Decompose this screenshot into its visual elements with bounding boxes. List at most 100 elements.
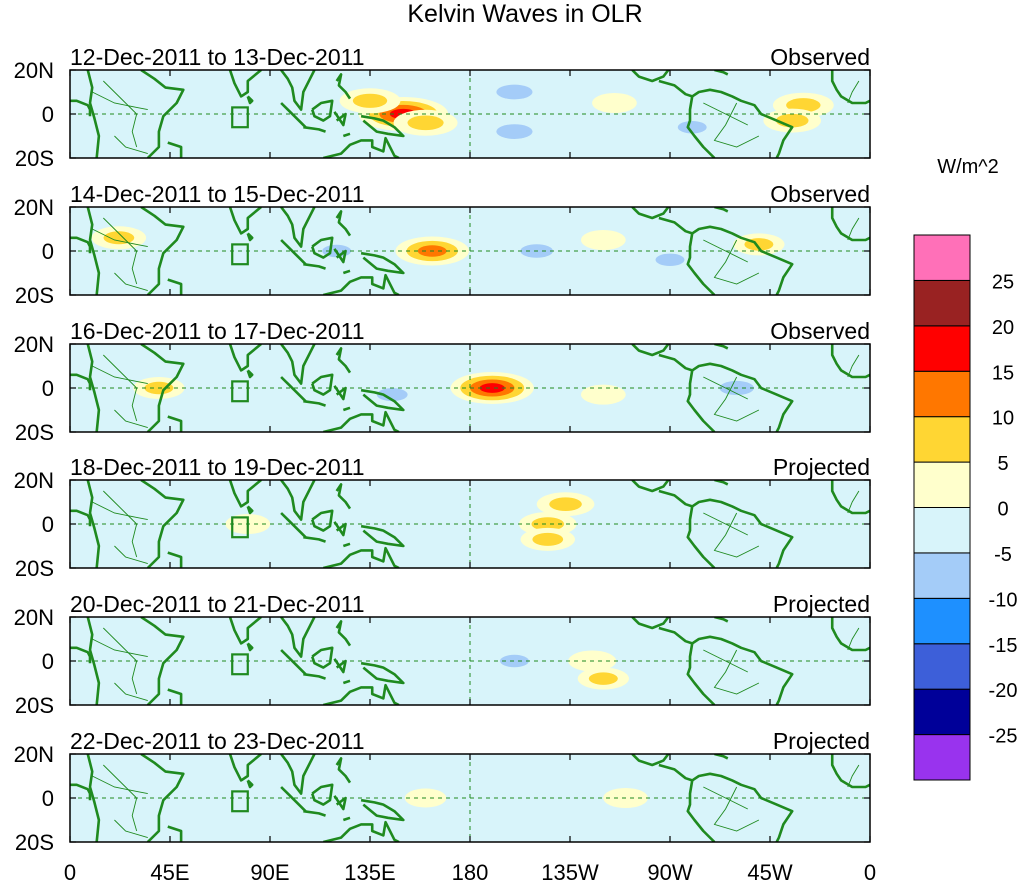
country-border [713, 376, 760, 422]
anomaly-peak [677, 120, 707, 134]
coastline [310, 509, 334, 532]
anomaly-field [225, 492, 761, 551]
coastline [246, 779, 254, 789]
x-tick-label: 90E [250, 860, 289, 885]
colorbar-tick-label: -10 [989, 589, 1018, 611]
country-border [703, 376, 748, 400]
y-tick-label: 0 [42, 376, 54, 401]
colorbar-tick-label: 10 [992, 408, 1014, 430]
coastline [303, 672, 326, 680]
coastlines [70, 344, 870, 432]
coastline [303, 399, 326, 407]
coastline [228, 344, 262, 372]
colorbar-swatch [913, 552, 971, 599]
panel-period-label: 18-Dec-2011 to 19-Dec-2011 [70, 454, 365, 480]
country-border [847, 627, 860, 651]
coastline [631, 480, 670, 493]
colorbar-tick-label: 25 [992, 271, 1014, 293]
colorbar-tick-label: -25 [989, 726, 1018, 748]
coastline [140, 480, 185, 568]
coastline [658, 763, 794, 842]
coastline [830, 70, 870, 105]
panel-status-label: Observed [770, 181, 870, 207]
coastline [686, 643, 716, 705]
coastline [686, 780, 716, 842]
coastline [280, 207, 316, 248]
country-border [92, 775, 148, 795]
country-border [703, 102, 748, 126]
coastline [280, 512, 307, 539]
country-border [847, 217, 860, 241]
anomaly-peak [549, 497, 582, 511]
coastline [333, 385, 347, 401]
coastline [140, 207, 185, 295]
reference-box [231, 106, 249, 129]
coastline [86, 617, 101, 705]
coastline [280, 102, 307, 129]
anomaly-blob [763, 108, 822, 133]
coastline [280, 649, 307, 676]
panel-3: 20N 0 20S 16-Dec-2011 to 17-Dec-2011 Observe… [14, 318, 871, 445]
coastline [686, 370, 716, 432]
y-tick-label: 0 [42, 102, 54, 127]
coastline [658, 79, 794, 158]
coastline [686, 96, 716, 158]
coastline [167, 415, 183, 432]
anomaly-blob [580, 384, 626, 405]
coastline [333, 111, 347, 127]
coastline [335, 73, 352, 100]
country-border [703, 239, 748, 263]
coastline [830, 617, 870, 652]
y-tick-label: 20S [15, 283, 54, 308]
colorbar-swatch [913, 416, 971, 463]
anomaly-peak [179, 240, 228, 262]
y-tick-label: 20N [14, 742, 54, 767]
coastline [86, 344, 101, 432]
country-border [114, 545, 148, 565]
panel-period-label: 14-Dec-2011 to 15-Dec-2011 [70, 181, 365, 207]
coastline [631, 344, 670, 357]
country-border [114, 682, 148, 702]
coastline [280, 786, 307, 813]
coastline [303, 809, 326, 817]
country-border [713, 102, 760, 148]
anomaly-blob [380, 514, 426, 534]
reference-box [231, 380, 249, 403]
coastline [167, 688, 183, 705]
x-tick-label: 135W [541, 860, 599, 885]
coastline [280, 239, 307, 266]
country-border [92, 228, 148, 248]
country-border [92, 365, 148, 385]
coastline [323, 410, 400, 432]
coastline [228, 480, 262, 508]
panel-5: 20N 0 20S 20-Dec-2011 to 21-Dec-2011 Project… [14, 591, 871, 718]
y-tick-label: 20N [14, 195, 54, 220]
anomaly-peak [592, 93, 637, 113]
coastline [228, 207, 262, 235]
coastline [86, 207, 101, 295]
colorbar-swatch [913, 688, 971, 736]
coastline [335, 483, 352, 510]
coastline [830, 207, 870, 242]
panel-period-label: 12-Dec-2011 to 13-Dec-2011 [70, 44, 365, 70]
coastline [658, 353, 794, 432]
country-border [92, 638, 148, 658]
country-border [847, 764, 860, 788]
colorbar-swatch [913, 461, 971, 509]
reference-box [231, 653, 249, 676]
anomaly-peak [496, 84, 533, 100]
country-border [103, 354, 138, 422]
coastline [280, 754, 316, 795]
coastline [310, 99, 334, 122]
coastline [342, 816, 351, 822]
coastline [70, 783, 92, 801]
coastline [246, 232, 254, 242]
anomaly-blob [623, 373, 672, 395]
panel-1: 20N 0 20S 12-Dec-2011 to 13-Dec-2011 Observe… [14, 44, 871, 171]
coastline [228, 754, 262, 782]
coastline [246, 642, 254, 652]
anomaly-blob [339, 88, 401, 114]
coastline [333, 795, 347, 811]
x-tick-label: 0 [864, 860, 876, 885]
coastline [86, 480, 101, 568]
